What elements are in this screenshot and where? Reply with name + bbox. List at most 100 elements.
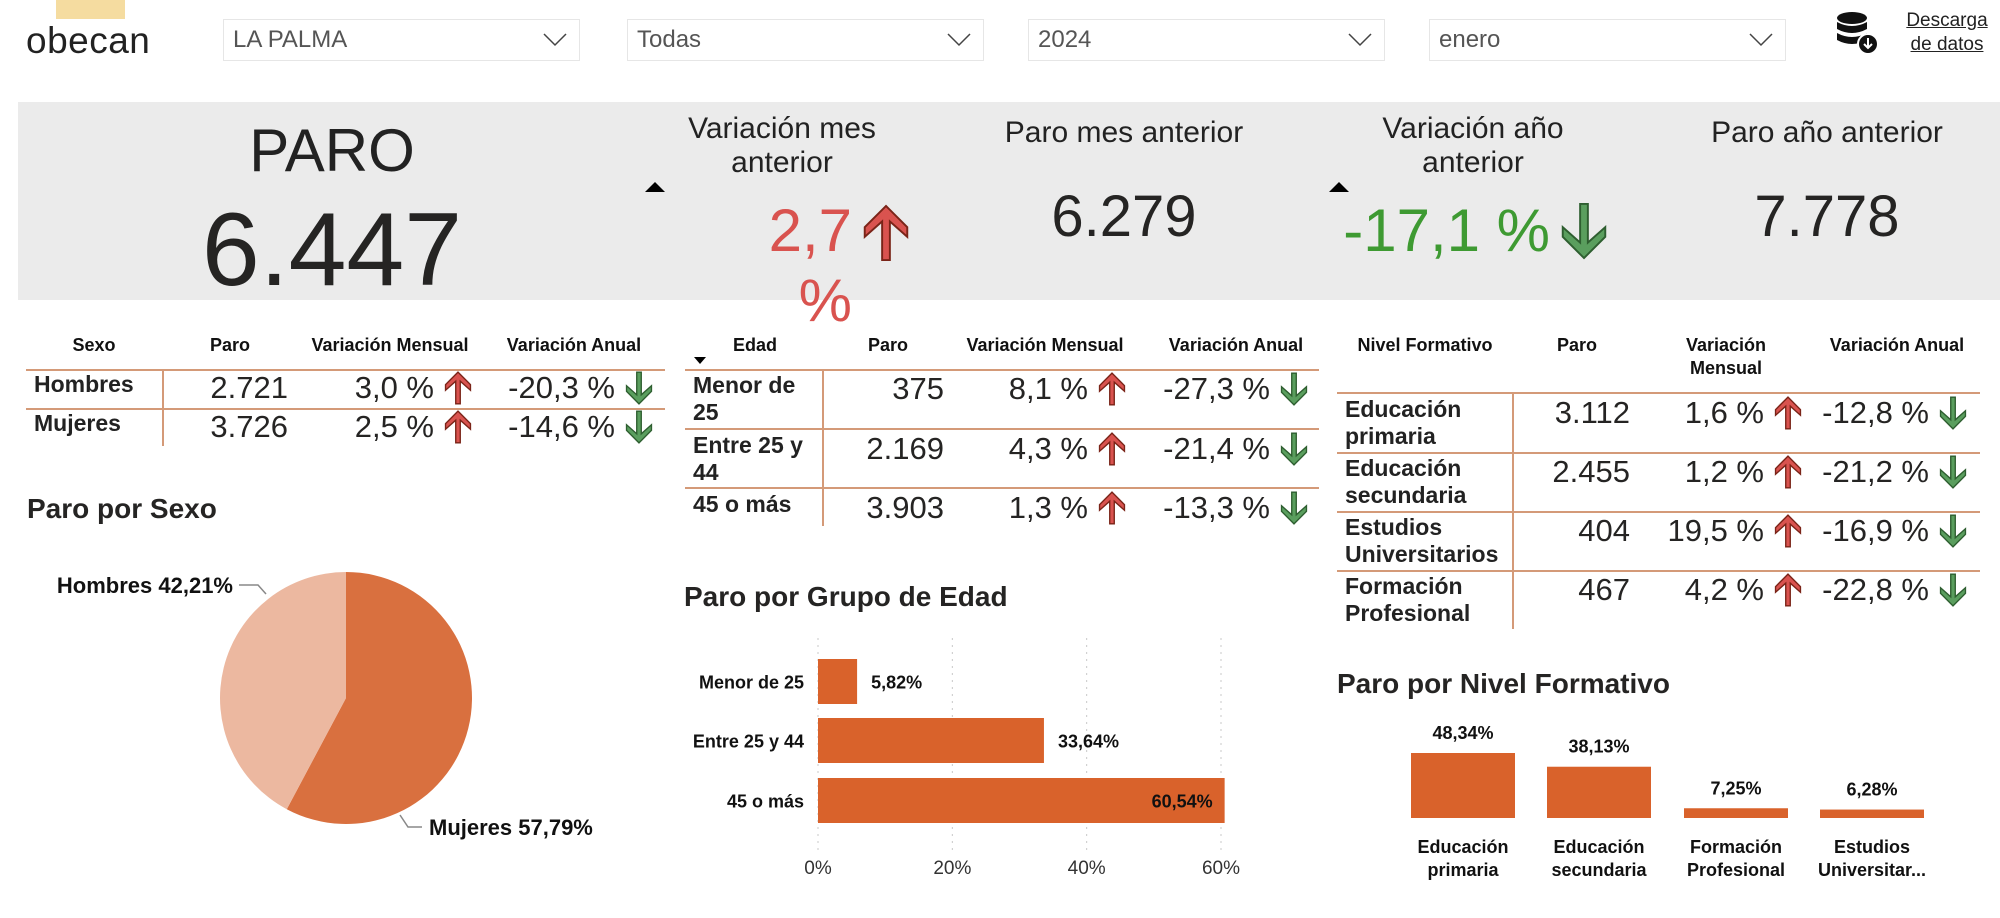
chevron-down-icon (543, 33, 567, 47)
monthly-variation: 1,2 % (1684, 454, 1764, 489)
age-chart-title: Paro por Grupo de Edad (684, 581, 1008, 612)
monthly-variation: 1,6 % (1684, 395, 1764, 430)
sort-triangle-icon (1329, 182, 1349, 192)
row-label: Entre 25 y 44 (693, 432, 803, 485)
category-label: Universitar... (1818, 860, 1926, 880)
monthly-variation: 8,1 % (1008, 371, 1088, 406)
annual-variation: -13,3 % (1163, 490, 1270, 525)
arrow-down-icon (1939, 514, 1967, 548)
paro-value: 2.169 (866, 431, 944, 466)
row-label: Educación primaria (1345, 396, 1462, 449)
row-divider (1337, 392, 1980, 394)
category-label: secundaria (1551, 860, 1647, 880)
paro-mes-value: 6.279 (1051, 184, 1197, 249)
dropdown-value: Todas (637, 26, 702, 53)
database-download-icon[interactable] (1834, 10, 1880, 56)
paro-value: 2.455 (1552, 454, 1630, 489)
column-header[interactable]: Variación Anual (1168, 335, 1304, 355)
column-header[interactable]: Variación Anual (1829, 335, 1965, 355)
category-label: Educación (1553, 837, 1644, 857)
level-chart-title: Paro por Nivel Formativo (1337, 668, 1670, 699)
data-label: 5,82% (871, 673, 922, 693)
column-header[interactable]: Variación Anual (506, 335, 642, 355)
row-label: Menor de 25 (693, 372, 796, 425)
arrow-down-icon (1939, 455, 1967, 489)
monthly-variation: 1,3 % (1008, 490, 1088, 525)
download-label-2[interactable]: de datos (1910, 34, 1984, 55)
logo-text: obecan (26, 20, 151, 61)
pie-leader-line (239, 584, 267, 595)
data-label: 48,34% (1432, 723, 1493, 743)
x-tick-label: 0% (804, 858, 832, 879)
kpi-band (18, 102, 2000, 300)
pie-slice-hombres (220, 572, 346, 810)
arrow-up-icon (444, 410, 472, 444)
row-divider (685, 487, 1319, 489)
dropdown-value: 2024 (1038, 26, 1092, 53)
paro-mes-label: Paro mes anterior (1004, 116, 1244, 149)
category-label: Educación (1417, 837, 1508, 857)
paro-value: 3.726 (210, 409, 288, 444)
column-divider (1512, 392, 1514, 629)
column-header[interactable]: Paro (1556, 335, 1598, 355)
paro-value: 404 (1578, 513, 1630, 548)
row-label: Formación Profesional (1345, 573, 1471, 626)
column-header[interactable]: Variación Mensual (966, 335, 1124, 355)
arrow-down-icon (1561, 202, 1607, 260)
download-label-1[interactable]: Descarga (1906, 10, 1988, 31)
arrow-up-icon (863, 204, 909, 262)
monthly-variation: 3,0 % (354, 370, 434, 405)
column-header[interactable]: Variación Mensual (311, 335, 469, 355)
download-data-link[interactable]: Descarga de datos (1900, 9, 1994, 57)
row-label: Hombres (34, 371, 134, 397)
paro-anio-value: 7.778 (1754, 184, 1900, 249)
data-label: 7,25% (1710, 778, 1761, 798)
sort-descending-icon[interactable] (694, 357, 706, 364)
category-label: Estudios (1834, 837, 1910, 857)
annual-variation: -20,3 % (508, 370, 615, 405)
x-tick-label: 20% (933, 858, 971, 879)
row-label: Estudios Universitarios (1345, 514, 1499, 567)
paro-anio-label: Paro año anterior (1711, 116, 1943, 149)
arrow-up-icon (1098, 491, 1126, 525)
column-header[interactable]: Variación Mensual (1685, 335, 1767, 378)
column-header[interactable]: Paro (209, 335, 251, 355)
category-label: 45 o más (727, 792, 804, 812)
monthly-variation: 4,2 % (1684, 572, 1764, 607)
data-label: 38,13% (1568, 737, 1629, 757)
category-label: Menor de 25 (699, 673, 804, 693)
anio-dropdown[interactable]: 2024 (1028, 19, 1385, 61)
pie-slice-mujeres (286, 572, 472, 824)
column-header[interactable]: Edad (732, 335, 777, 355)
sector-dropdown[interactable]: Todas (627, 19, 984, 61)
row-divider (685, 428, 1319, 430)
data-label: 60,54% (1152, 792, 1213, 812)
chevron-down-icon (1749, 33, 1773, 47)
column-divider (822, 369, 824, 526)
bar (818, 718, 1044, 763)
sort-triangle-icon (645, 182, 665, 192)
var-anio-label: Variación año anterior (1323, 112, 1623, 180)
municipio-dropdown[interactable]: LA PALMA (223, 19, 580, 61)
arrow-up-icon (1098, 432, 1126, 466)
category-label: Entre 25 y 44 (693, 732, 804, 752)
var-anio-label-2: anterior (1422, 146, 1524, 179)
arrow-up-icon (1774, 573, 1802, 607)
column-header[interactable]: Nivel Formativo (1357, 335, 1493, 355)
paro-value: 375 (892, 371, 944, 406)
arrow-down-icon (1280, 432, 1308, 466)
x-tick-label: 60% (1202, 858, 1240, 879)
bar (818, 778, 1225, 823)
dropdown-value: LA PALMA (233, 26, 348, 53)
category-label: Profesional (1687, 860, 1785, 880)
annual-variation: -22,8 % (1822, 572, 1929, 607)
var-mes-label: Variación mes anterior (632, 112, 932, 180)
arrow-down-icon (625, 410, 653, 444)
arrow-down-icon (625, 371, 653, 405)
column-bar (1684, 808, 1788, 818)
column-header[interactable]: Paro (867, 335, 909, 355)
column-header[interactable]: Sexo (72, 335, 116, 355)
mes-dropdown[interactable]: enero (1429, 19, 1786, 61)
paro-value: 3.112 (1554, 395, 1630, 430)
